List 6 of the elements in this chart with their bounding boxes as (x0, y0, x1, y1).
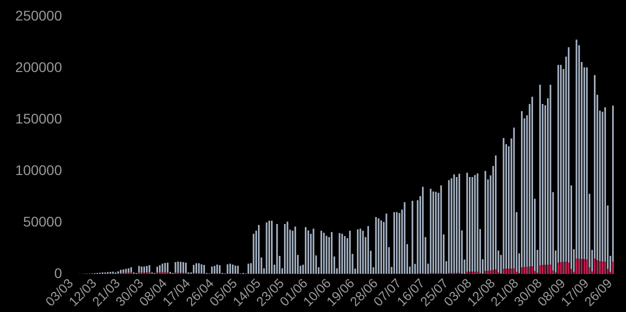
y-tick-label: 150000 (15, 110, 62, 126)
y-tick-label: 200000 (15, 58, 62, 75)
y-tick-label: 250000 (15, 7, 62, 24)
y-tick-label: 100000 (15, 162, 62, 178)
y-tick-label: 50000 (23, 213, 62, 230)
y-tick-label: 0 (54, 264, 62, 281)
